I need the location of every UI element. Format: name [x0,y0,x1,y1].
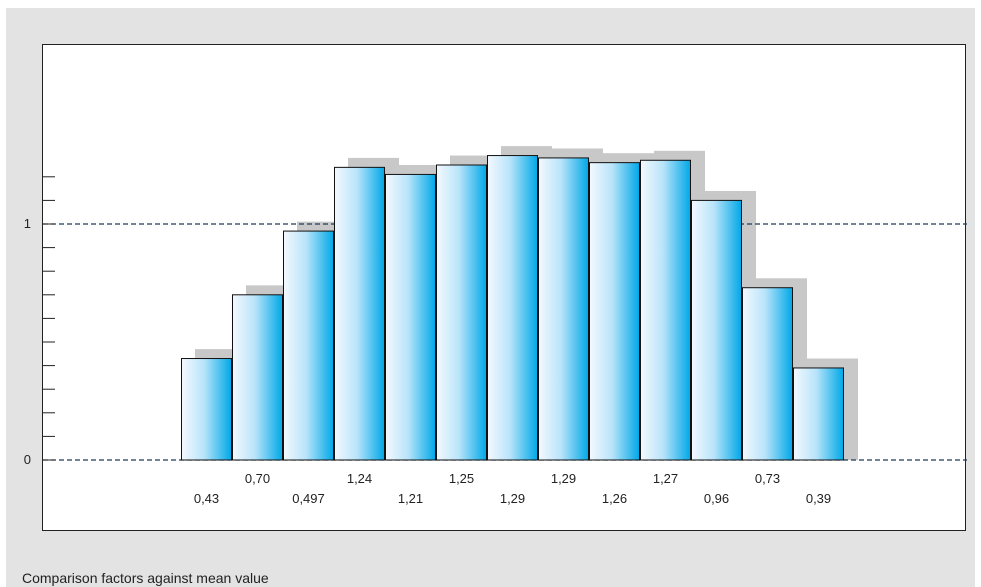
value-label: 1,27 [653,471,678,486]
value-label: 0,39 [806,491,831,506]
y-axis-ticks: 01 [24,176,55,467]
value-label: 1,29 [551,471,576,486]
bar [742,287,793,461]
bar [283,230,334,461]
bar [232,294,283,461]
bar [538,157,589,461]
bar [385,173,436,461]
value-label: 1,24 [347,471,372,486]
value-labels: 0,43 0,70 0,497 1,24 1,21 1,25 1,29 1,29 1,26 1,2… [194,471,831,506]
bar-chart: 01 0,430,700,4971,241,211,251,291,291,26… [24,146,967,506]
y-tick-label: 0 [24,452,31,467]
value-label: 0,96 [704,491,729,506]
value-label: 0,73 [755,471,780,486]
bar [436,164,487,461]
value-label: 1,26 [602,491,627,506]
bar [589,162,640,461]
value-label: 0,43 [194,491,219,506]
bar [334,166,385,461]
bar [181,358,232,461]
bar [691,199,742,461]
bar [640,159,691,461]
value-label: 1,29 [500,491,525,506]
bar [793,367,844,461]
value-label: 1,21 [398,491,423,506]
value-label: 0,70 [245,471,270,486]
chart-caption: Comparison factors against mean value [22,570,269,586]
bars [181,155,844,461]
y-tick-label: 1 [24,216,31,231]
bar [487,155,538,461]
value-label: 1,25 [449,471,474,486]
value-label: 0,497 [292,491,325,506]
